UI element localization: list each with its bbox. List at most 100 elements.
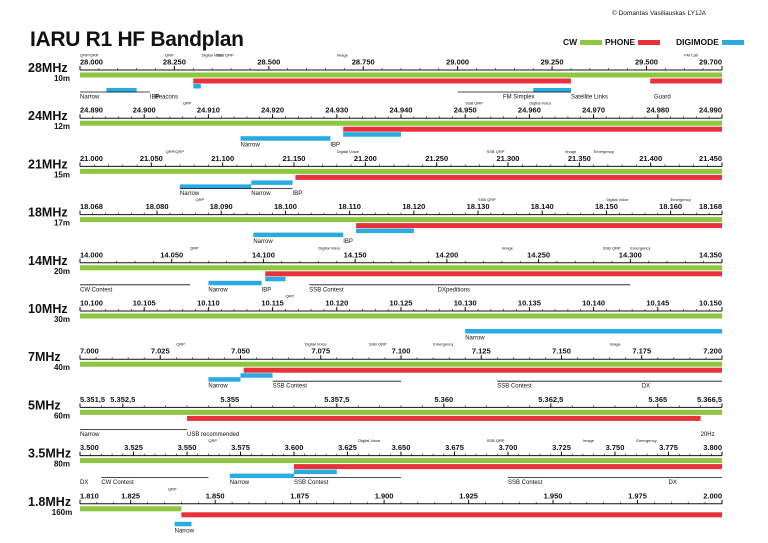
mini-annotation: QRP (168, 486, 177, 491)
band-sub-60m: 60m (54, 411, 70, 420)
phone-segment (265, 271, 722, 277)
tick-label: 24.940 (390, 106, 413, 115)
mini-annotation: FM Call (684, 53, 698, 58)
cw-segment (80, 168, 722, 174)
mini-annotation: SSB QRP (478, 197, 496, 202)
mini-annotation: Digital Voice (305, 342, 328, 347)
segment-label: 20Hz (701, 432, 715, 438)
segment-label: Narrow (180, 191, 200, 197)
mini-annotation: QRP (183, 101, 192, 106)
tick-label: 18.080 (146, 202, 169, 211)
tick-label: 1.875 (290, 491, 309, 500)
mini-annotation: QRP (196, 197, 205, 202)
mini-annotation: QRP (165, 53, 174, 58)
tick-label: 21.150 (283, 154, 306, 163)
mini-annotation: QRP (208, 438, 217, 443)
segment-label: DX (669, 480, 677, 486)
mini-annotation: Emergency (630, 245, 650, 250)
tick-label: 24.950 (454, 106, 477, 115)
band-sub-17m: 17m (54, 219, 70, 228)
mini-annotation: SSB QRP (465, 101, 483, 106)
tick-label: 10.120 (325, 299, 348, 308)
mini-annotation: Emergency (636, 438, 656, 443)
segment-label: Narrow (465, 336, 485, 342)
tick-label: 18.090 (210, 202, 233, 211)
tick-label: 3.700 (499, 443, 518, 452)
tick-label: 29.000 (446, 58, 469, 67)
mini-annotation: Image (610, 342, 622, 347)
digimode-segment (229, 473, 294, 479)
segment-label: SSB Contest (309, 287, 344, 293)
tick-label: 3.550 (178, 443, 197, 452)
tick-label: 5.362,5 (538, 395, 563, 404)
segment-label: IBP (150, 95, 160, 101)
tick-label: 14.000 (80, 250, 103, 259)
tick-label: 3.600 (285, 443, 304, 452)
tick-label: 28.250 (163, 58, 186, 67)
mini-annotation: Image (502, 245, 514, 250)
tick-label: 10.110 (197, 299, 220, 308)
tick-label: 3.575 (231, 443, 250, 452)
segment-label: CW Contest (80, 287, 113, 293)
band-sub-15m: 15m (54, 170, 70, 179)
tick-label: 21.450 (699, 154, 722, 163)
segment-label: IBP (293, 191, 303, 197)
legend-digimode-label: DIGIMODE (676, 37, 719, 47)
mini-annotation: Digital Voice (318, 245, 341, 250)
band-name-20m: 14MHz (28, 254, 68, 268)
band-name-60m: 5MHz (28, 398, 61, 412)
cw-segment (80, 506, 182, 512)
band-name-30m: 10MHz (28, 302, 68, 316)
mini-annotation: QRP/QRP (80, 53, 99, 58)
cw-segment (80, 120, 722, 126)
tick-label: 10.150 (699, 299, 722, 308)
tick-label: 24.890 (80, 106, 103, 115)
tick-label: 14.150 (344, 250, 367, 259)
segment-label: CW Contest (101, 480, 134, 486)
mini-annotation: Digital Voice (606, 197, 629, 202)
segment-label: Narrow (251, 191, 271, 197)
tick-label: 3.775 (659, 443, 678, 452)
segment-label: Narrow (80, 432, 100, 438)
tick-label: 14.050 (160, 250, 183, 259)
page-title: IARU R1 HF Bandplan (30, 28, 244, 51)
tick-label: 18.160 (659, 202, 682, 211)
segment-label: Narrow (230, 480, 250, 486)
band-name-17m: 18MHz (28, 206, 68, 220)
mini-annotation: Image (337, 53, 349, 58)
segment-label: Guard (654, 95, 671, 101)
tick-label: 3.800 (703, 443, 722, 452)
tick-label: 1.975 (628, 491, 647, 500)
phone-segment (243, 367, 722, 373)
cw-segment (80, 409, 722, 415)
segment-label: Narrow (241, 143, 261, 149)
tick-label: 18.100 (274, 202, 297, 211)
digimode-segment (294, 469, 337, 475)
tick-label: 1.825 (121, 491, 140, 500)
cw-segment (80, 361, 722, 367)
tick-label: 18.120 (402, 202, 425, 211)
tick-label: 3.625 (338, 443, 357, 452)
segment-label: SSB Contest (508, 480, 543, 486)
tick-label: 1.925 (459, 491, 478, 500)
mini-annotation: QRP/QRP (166, 149, 185, 154)
mini-annotation: Digital Voice (358, 438, 381, 443)
tick-label: 5.360 (434, 395, 453, 404)
tick-label: 10.135 (518, 299, 541, 308)
tick-label: 5.365 (648, 395, 667, 404)
segment-label: Satellite Links (571, 95, 608, 101)
cw-segment (80, 217, 722, 223)
tick-label: 3.725 (552, 443, 571, 452)
tick-label: 1.900 (375, 491, 394, 500)
band-sub-20m: 20m (54, 267, 70, 276)
cw-segment (80, 265, 722, 271)
tick-label: 10.115 (261, 299, 284, 308)
legend-phone-label: PHONE (605, 37, 636, 47)
segment-label: Narrow (175, 528, 195, 534)
tick-label: 24.960 (518, 106, 541, 115)
tick-label: 7.125 (472, 347, 491, 356)
tick-label: 14.350 (699, 250, 722, 259)
tick-label: 7.200 (703, 347, 722, 356)
digimode-segment (240, 373, 273, 378)
tick-label: 29.500 (635, 58, 658, 67)
